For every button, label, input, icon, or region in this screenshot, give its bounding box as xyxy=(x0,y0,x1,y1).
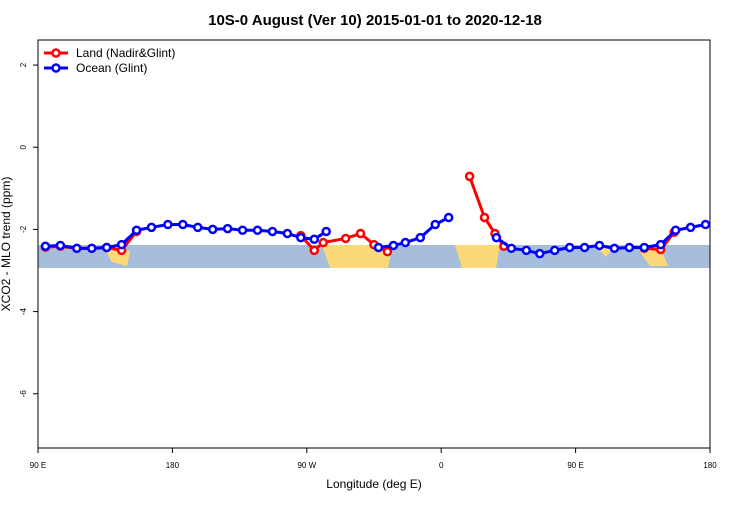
y-tick-label: -4 xyxy=(19,307,28,315)
point xyxy=(321,226,331,237)
point xyxy=(670,225,681,235)
y-tick-label: 2 xyxy=(19,62,28,67)
point xyxy=(355,228,366,239)
point xyxy=(131,225,142,235)
y-tick-label: -2 xyxy=(19,225,28,233)
point xyxy=(373,242,384,253)
point xyxy=(506,243,517,254)
y-tick-label: -6 xyxy=(19,390,28,398)
point xyxy=(116,239,127,250)
plot-frame xyxy=(37,39,711,449)
x-axis-label: Longitude (deg E) xyxy=(326,477,421,491)
x-tick-label: 90 E xyxy=(567,461,583,470)
point xyxy=(400,237,411,248)
x-tick-label: 90 W xyxy=(297,461,316,470)
point xyxy=(222,223,233,234)
point xyxy=(655,239,666,250)
point xyxy=(700,219,711,230)
legend-label: Ocean (Glint) xyxy=(76,61,147,75)
point xyxy=(594,240,605,251)
point xyxy=(55,240,66,251)
point xyxy=(252,225,263,235)
point xyxy=(207,224,218,235)
legend-marker xyxy=(51,63,61,73)
point xyxy=(415,232,426,243)
y-tick-label: 0 xyxy=(19,144,28,149)
point xyxy=(318,237,328,248)
point xyxy=(685,222,696,233)
point xyxy=(163,219,173,230)
chart-title: 10S-0 August (Ver 10) 2015-01-01 to 2020… xyxy=(208,12,542,29)
land-shape xyxy=(455,245,500,268)
point xyxy=(479,212,490,223)
x-tick-label: 180 xyxy=(166,461,180,470)
y-axis-label: XCO2 - MLO trend (ppm) xyxy=(0,177,13,312)
point xyxy=(267,226,278,237)
point xyxy=(146,222,157,233)
point xyxy=(624,242,635,253)
point xyxy=(237,225,248,235)
point xyxy=(382,246,393,257)
point xyxy=(491,232,502,243)
point xyxy=(282,228,293,239)
point xyxy=(340,233,351,244)
x-tick-label: 180 xyxy=(703,461,717,470)
x-tick-label: 90 E xyxy=(30,461,46,470)
point xyxy=(309,245,320,256)
point xyxy=(72,243,82,254)
point xyxy=(609,243,620,254)
point xyxy=(193,222,203,233)
point xyxy=(40,241,51,252)
point xyxy=(535,248,545,259)
point xyxy=(87,243,97,254)
point xyxy=(639,242,650,253)
legend-label: Land (Nadir&Glint) xyxy=(76,46,175,60)
point xyxy=(430,219,440,230)
point xyxy=(309,234,320,245)
legend-marker xyxy=(51,48,61,58)
point xyxy=(579,242,590,253)
point xyxy=(464,171,475,182)
point xyxy=(521,245,532,256)
x-tick-label: 0 xyxy=(439,461,444,470)
point xyxy=(296,232,306,243)
land-shape xyxy=(595,246,668,266)
land-shape xyxy=(322,245,392,268)
point xyxy=(178,219,188,230)
point xyxy=(564,242,575,253)
point xyxy=(549,245,560,256)
point xyxy=(388,240,399,251)
point xyxy=(443,212,454,223)
point xyxy=(101,242,112,253)
